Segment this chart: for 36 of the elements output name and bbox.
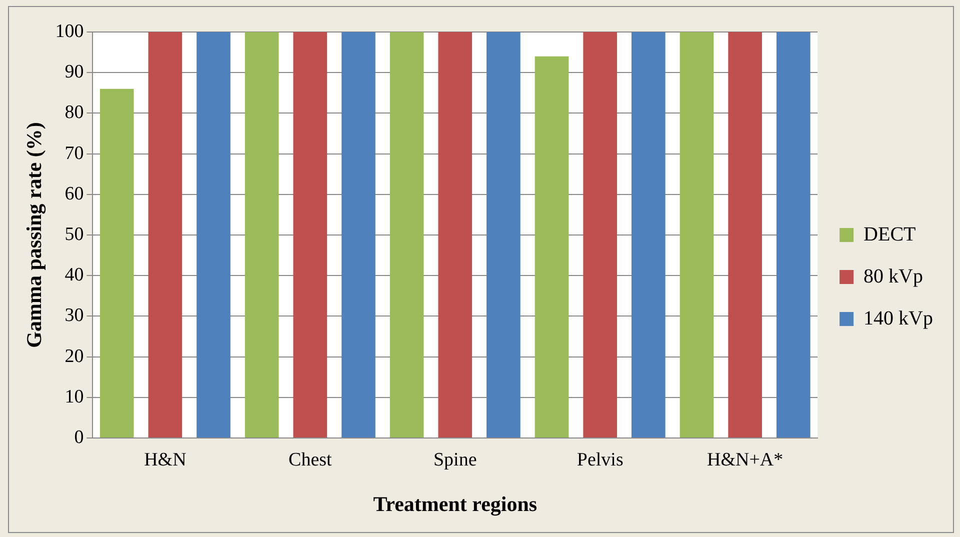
y-tick-label: 70 <box>64 142 84 164</box>
bar <box>534 56 569 438</box>
y-tick-label: 0 <box>74 426 84 448</box>
bar <box>486 32 520 438</box>
x-tick-label: Spine <box>433 449 477 470</box>
x-tick-label: H&N <box>144 449 187 470</box>
x-axis-title: Treatment regions <box>373 492 538 516</box>
bar <box>293 32 328 438</box>
y-tick-label: 100 <box>55 20 84 42</box>
bar <box>583 32 618 438</box>
y-tick-label: 60 <box>64 183 84 204</box>
bar <box>390 32 424 438</box>
bar <box>680 32 714 438</box>
y-tick-label: 30 <box>64 305 84 326</box>
bar <box>342 32 376 438</box>
legend-label: 80 kVp <box>864 265 924 288</box>
bar <box>728 32 762 438</box>
y-axis-title: Gamma passing rate (%) <box>22 122 46 348</box>
y-tick-label: 20 <box>64 346 84 367</box>
y-tick-label: 80 <box>64 102 84 124</box>
bar <box>632 32 666 438</box>
bar <box>196 32 230 438</box>
bar <box>776 32 810 438</box>
x-tick-label: H&N+A* <box>706 449 784 470</box>
bar <box>148 32 182 438</box>
y-tick-label: 90 <box>64 62 84 83</box>
legend-label: DECT <box>864 223 916 246</box>
bar <box>100 88 134 438</box>
y-tick-label: 40 <box>64 264 84 286</box>
y-tick-label: 50 <box>64 224 84 245</box>
bar <box>244 32 279 438</box>
legend-label: 140 kVp <box>864 307 934 330</box>
y-tick-label: 10 <box>64 386 84 408</box>
x-tick-label: Pelvis <box>576 449 624 470</box>
bar <box>438 32 472 438</box>
x-tick-label: Chest <box>288 449 333 470</box>
